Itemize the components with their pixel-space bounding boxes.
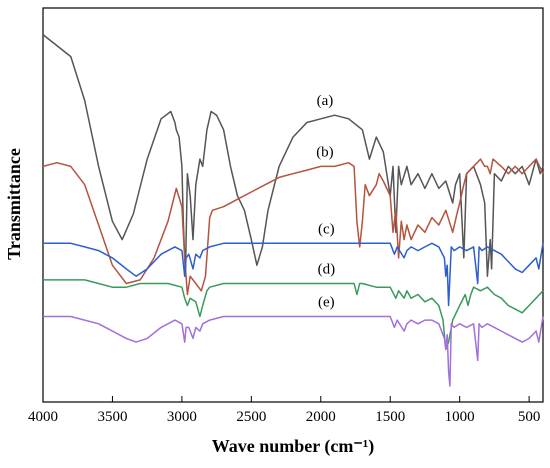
curve-label-e: (e) [318,294,335,310]
x-axis-title: Wave number (cm⁻¹) [212,436,375,457]
x-axis-ticks: 4000 3500 3000 2500 2000 1500 1000 500 [28,396,540,425]
spectrum-line-d [43,279,544,351]
x-tick-label: 3500 [97,409,127,425]
spectra [42,34,544,387]
curve-label-c: (c) [318,221,335,237]
curve-labels: (a) (b) (c) (d) (e) [316,93,335,310]
x-tick-label: 2500 [236,409,266,425]
x-tick-label: 4000 [28,409,58,425]
x-tick-label: 500 [518,409,541,425]
x-tick-label: 1000 [445,409,475,425]
x-tick-label: 1500 [375,409,405,425]
curve-label-d: (d) [318,262,336,278]
x-tick-label: 3000 [167,409,197,425]
curve-label-b: (b) [316,144,334,160]
spectrum-line-c [43,242,544,307]
x-tick-label: 2000 [306,409,336,425]
curve-label-a: (a) [317,93,334,109]
y-axis-title: Transmittance [4,148,24,260]
plot-frame [42,7,544,403]
spectrum-line-e [43,315,544,387]
spectrum-line-b [42,158,544,296]
spectrum-line-a [42,34,544,277]
